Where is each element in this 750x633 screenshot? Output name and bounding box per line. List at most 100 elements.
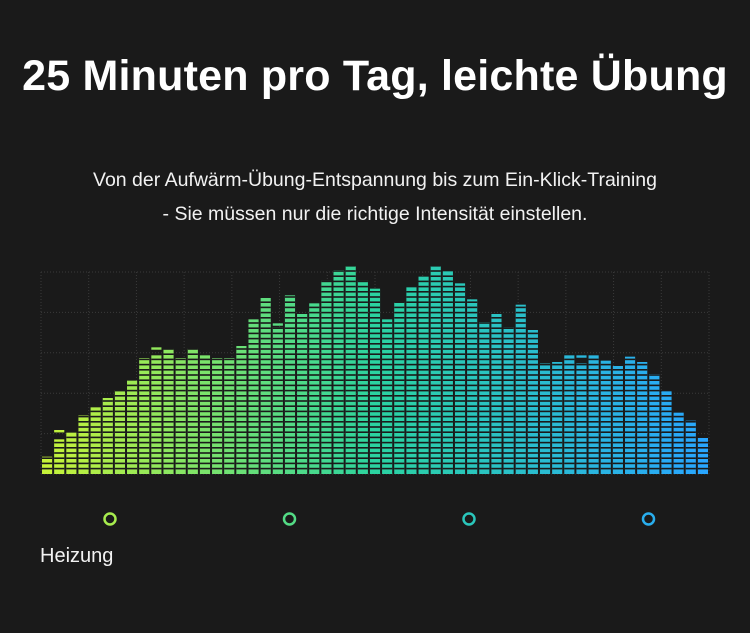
chart-bar-gap [527, 405, 538, 407]
chart-bar-gap [224, 400, 235, 402]
chart-bar-gap [66, 441, 77, 444]
chart-bar-gap [515, 395, 526, 397]
chart-bar-gap [333, 405, 344, 407]
chart-bar-gap [467, 322, 478, 324]
chart-bar-gap [479, 457, 490, 459]
chart-bar-gap [442, 337, 453, 340]
chart-bar-gap [309, 343, 320, 345]
chart-bar-gap [673, 447, 684, 449]
chart-bar-gap [467, 441, 478, 444]
chart-bar-gap [309, 447, 320, 449]
chart-bar-gap [637, 441, 648, 444]
chart-bar-gap [369, 431, 381, 433]
chart-bar-gap [248, 426, 259, 428]
chart-bar-gap [624, 410, 636, 413]
chart-bar-gap [297, 317, 308, 319]
chart-bar-gap [503, 467, 514, 470]
chart-bar-gap [491, 457, 502, 459]
chart-bar-gap [418, 285, 429, 288]
chart-bar-gap [284, 348, 296, 350]
chart-bar-gap [442, 447, 453, 449]
chart-bar-gap [394, 353, 405, 355]
chart-bar-gap [333, 270, 344, 272]
chart-bar-peak [576, 355, 587, 358]
chart-bar-gap [345, 343, 356, 345]
chart-bar-gap [564, 358, 575, 361]
chart-bar-gap [564, 389, 575, 392]
chart-bar-gap [369, 353, 381, 355]
chart-bar-gap [406, 457, 417, 459]
chart-bar-gap [260, 405, 271, 407]
chart-bar-gap [382, 405, 393, 407]
chart-bar-fill [42, 456, 53, 474]
chart-bar-gap [260, 369, 271, 371]
chart-bar-gap [102, 421, 113, 423]
chart-bar-gap [624, 447, 636, 449]
chart-bar-gap [272, 353, 283, 355]
chart-bar-gap [491, 447, 502, 449]
chart-bar-gap [467, 348, 478, 350]
chart-bar-gap [491, 441, 502, 444]
chart-bar-gap [649, 447, 660, 449]
chart-bar-gap [600, 389, 611, 392]
chart-bar-gap [187, 447, 198, 449]
chart-bar-gap [442, 405, 453, 407]
chart-bar [406, 287, 417, 474]
chart-bar-gap [515, 348, 526, 350]
chart-bar-gap [297, 337, 308, 340]
chart-bar-gap [333, 285, 344, 288]
chart-bar-gap [284, 462, 296, 465]
chart-bar-gap [297, 348, 308, 350]
chart-bar-gap [467, 426, 478, 428]
chart-bar-gap [539, 410, 551, 413]
subtitle: Von der Aufwärm-Übung-Entspannung bis zu… [0, 163, 750, 231]
chart-bar-gap [321, 405, 332, 407]
chart-bar-gap [260, 431, 271, 433]
chart-bar [612, 366, 623, 474]
chart-bar-gap [163, 384, 174, 387]
chart-bar-gap [187, 374, 198, 376]
chart-bar-fill [382, 319, 393, 474]
chart-bar-gap [102, 436, 113, 439]
chart-bar-gap [430, 306, 441, 309]
chart-bar-gap [552, 452, 563, 454]
timeline-marker [103, 512, 117, 526]
chart-bar-gap [333, 379, 344, 381]
chart-bar-gap [467, 369, 478, 371]
chart-bar-gap [394, 467, 405, 470]
chart-bar-gap [114, 400, 126, 402]
chart-bar-gap [260, 426, 271, 428]
chart-bar-gap [418, 410, 429, 413]
chart-bar-gap [454, 306, 466, 309]
chart-bar-gap [527, 400, 538, 402]
chart-bar-gap [442, 327, 453, 329]
chart-bar-gap [382, 332, 393, 335]
chart-bar-gap [467, 436, 478, 439]
chart-bar-gap [175, 389, 186, 392]
chart-bar-gap [552, 389, 563, 392]
chart-bar-gap [357, 280, 368, 283]
chart-bar-gap [503, 337, 514, 340]
chart-bar [127, 380, 138, 474]
chart-bar-gap [394, 301, 405, 303]
chart-bar-gap [564, 400, 575, 402]
chart-bar-gap [321, 467, 332, 470]
chart-bar-gap [151, 431, 162, 433]
chart-bar-gap [199, 426, 211, 428]
chart-bar-gap [345, 467, 356, 470]
chart-bar [697, 438, 708, 474]
chart-bar-gap [236, 452, 247, 454]
chart-bar-gap [527, 363, 538, 366]
chart-bar-fill [90, 407, 101, 474]
chart-bar-gap [406, 405, 417, 407]
chart-bar-gap [503, 410, 514, 413]
chart-bar-gap [199, 405, 211, 407]
chart-bar-gap [454, 457, 466, 459]
chart-bar-gap [333, 301, 344, 303]
chart-bar [649, 374, 660, 474]
chart-bar-gap [357, 322, 368, 324]
chart-bar [624, 356, 636, 474]
chart-bar-gap [612, 395, 623, 397]
chart-bar-gap [673, 426, 684, 428]
chart-bar-gap [248, 337, 259, 340]
